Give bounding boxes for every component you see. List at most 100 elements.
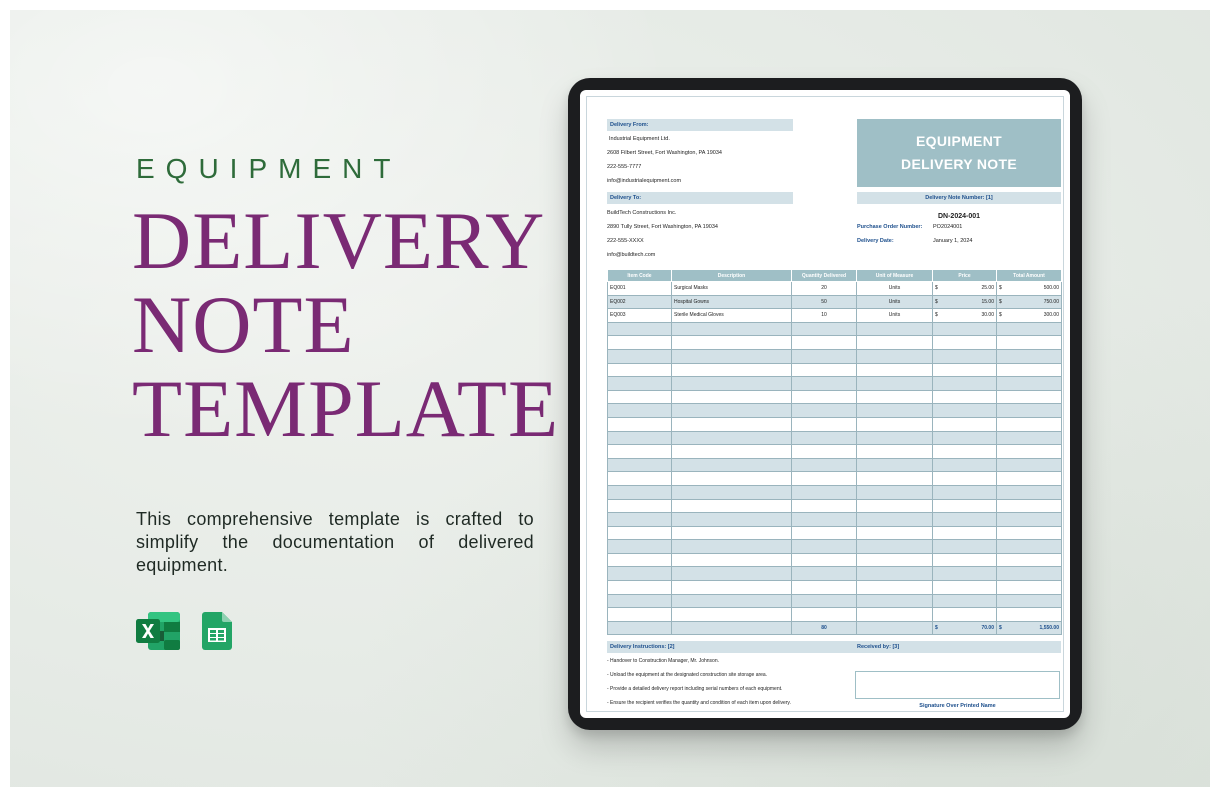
empty-cell [996, 416, 1062, 432]
empty-cell [856, 512, 933, 527]
cell-unit: Units [856, 281, 933, 296]
cell-total: $750.00 [996, 294, 1062, 310]
empty-cell [856, 444, 933, 459]
table-row-blank [607, 321, 1062, 337]
empty-cell [791, 376, 857, 391]
empty-cell [932, 457, 997, 473]
instruction-item: - Unload the equipment at the designated… [607, 672, 768, 678]
delivery-note-document: Delivery From: Industrial Equipment Ltd.… [586, 96, 1064, 712]
empty-cell [932, 525, 997, 541]
empty-cell [856, 525, 933, 541]
table-row-blank [607, 484, 1062, 500]
table-row: EQ002 Hospital Gowns 50 Units $15.00 $75… [607, 294, 1062, 310]
empty-cell [932, 580, 997, 595]
empty-cell [856, 376, 933, 391]
empty-cell [856, 430, 933, 446]
table-row-blank [607, 539, 1062, 554]
empty-cell [996, 580, 1062, 595]
empty-cell [856, 566, 933, 582]
hero-title-line2: NOTE [132, 279, 355, 370]
empty-cell [607, 403, 672, 418]
note-number: DN-2024-001 [937, 213, 981, 220]
empty-cell [791, 471, 857, 486]
tablet-screen: Delivery From: Industrial Equipment Ltd.… [580, 90, 1070, 718]
empty-cell [791, 512, 857, 527]
empty-cell [932, 430, 997, 446]
table-row-blank [607, 566, 1062, 582]
empty-cell [671, 348, 792, 364]
table-row-blank [607, 512, 1062, 527]
hero-background: EQUIPMENT DELIVERY NOTE TEMPLATE This co… [10, 10, 1210, 787]
empty-cell [996, 444, 1062, 459]
empty-cell [791, 389, 857, 405]
empty-cell [856, 552, 933, 568]
empty-cell [996, 321, 1062, 337]
total-value: 500.00 [1043, 285, 1059, 292]
empty-cell [932, 348, 997, 364]
col-header-unit: Unit of Measure [856, 269, 933, 282]
instructions-header-bar: Delivery Instructions: [2] Received by: … [607, 641, 1061, 653]
empty-cell [607, 430, 672, 446]
empty-cell [996, 403, 1062, 418]
col-header-total: Total Amount [996, 269, 1062, 282]
instruction-item: - Ensure the recipient verifies the quan… [607, 700, 791, 706]
from-line: Industrial Equipment Ltd. [609, 136, 670, 142]
empty-cell [671, 580, 792, 595]
table-row-blank [607, 389, 1062, 405]
empty-cell [607, 498, 672, 514]
col-header-quantity: Quantity Delivered [791, 269, 857, 282]
cell-quantity: 50 [791, 294, 857, 310]
cell-quantity: 10 [791, 308, 857, 323]
cell-item-code: EQ003 [607, 308, 672, 323]
price-value: 25.00 [981, 285, 994, 292]
cell-price: $15.00 [932, 294, 997, 310]
table-row-blank [607, 430, 1062, 446]
empty-cell [932, 471, 997, 486]
cell-description: Sterile Medical Gloves [671, 308, 792, 323]
empty-cell [671, 444, 792, 459]
empty-cell [607, 444, 672, 459]
document-title: EQUIPMENT DELIVERY NOTE [857, 119, 1061, 187]
currency-symbol: $ [999, 625, 1002, 632]
cell-unit: Units [856, 294, 933, 310]
note-number-label: Delivery Note Number: [1] [857, 192, 1061, 204]
empty-cell [856, 321, 933, 337]
signature-box [855, 671, 1060, 699]
delivery-from-label: Delivery From: [607, 119, 793, 131]
table-row-blank [607, 348, 1062, 364]
currency-symbol: $ [935, 312, 938, 319]
empty-cell [932, 376, 997, 391]
currency-symbol: $ [935, 625, 938, 632]
empty-cell [996, 484, 1062, 500]
cell-item-code: EQ001 [607, 281, 672, 296]
empty-cell [607, 389, 672, 405]
empty-cell [791, 348, 857, 364]
table-row: EQ003 Sterile Medical Gloves 10 Units $3… [607, 308, 1062, 323]
po-value: PO2024001 [933, 224, 963, 230]
table-total-row: 80 $70.00 $1,550.00 [607, 620, 1062, 636]
empty-cell [996, 335, 1062, 350]
empty-cell [671, 484, 792, 500]
empty-cell [856, 593, 933, 609]
empty-cell [856, 335, 933, 350]
items-table: Item Code Description Quantity Delivered… [607, 269, 1062, 636]
total-price: $70.00 [932, 620, 997, 636]
col-header-description: Description [671, 269, 792, 282]
table-row-blank [607, 552, 1062, 568]
empty-cell [791, 566, 857, 582]
to-line: info@buildtech.com [607, 252, 656, 258]
empty-cell [671, 539, 792, 554]
empty-cell [996, 362, 1062, 378]
currency-symbol: $ [935, 285, 938, 292]
excel-icon [136, 612, 180, 650]
empty-cell [671, 566, 792, 582]
table-row-blank [607, 444, 1062, 459]
table-row-blank [607, 498, 1062, 514]
cell-unit: Units [856, 308, 933, 323]
empty-cell [791, 457, 857, 473]
empty-cell [671, 512, 792, 527]
empty-cell [671, 498, 792, 514]
empty-cell [791, 444, 857, 459]
empty-cell [791, 498, 857, 514]
empty-cell [996, 457, 1062, 473]
